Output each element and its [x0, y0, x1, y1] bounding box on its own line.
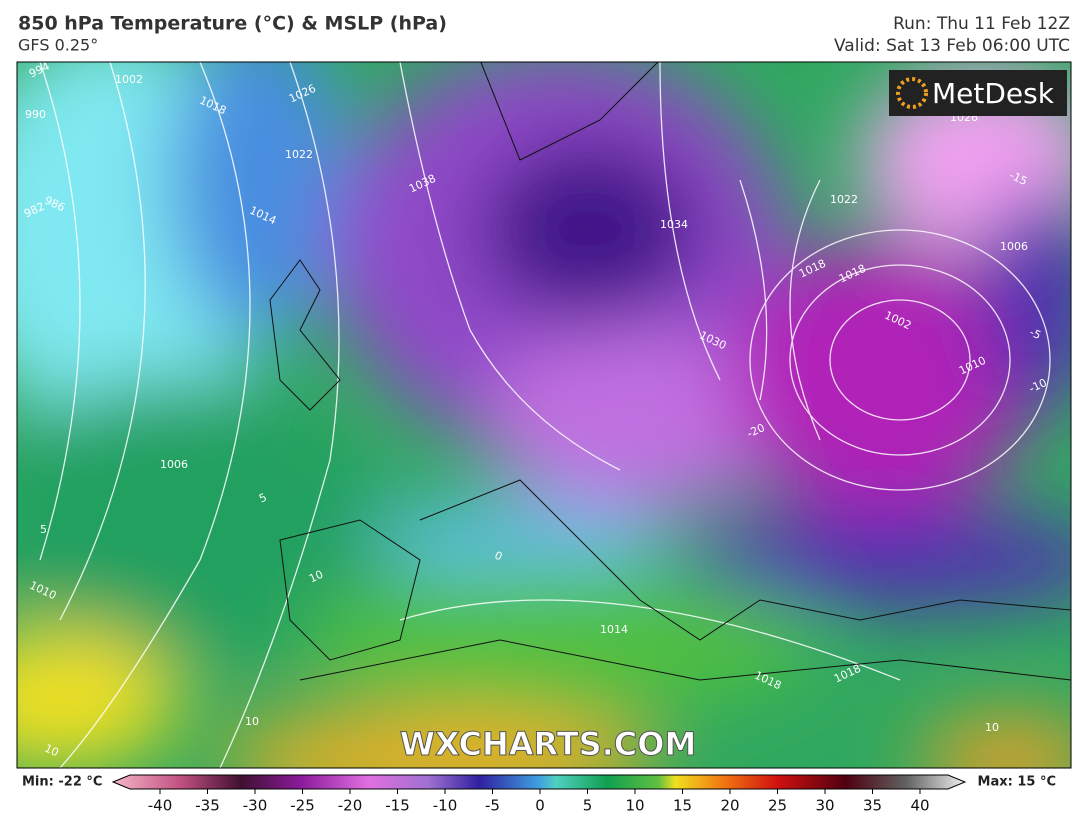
isobar-label: 990 [25, 108, 46, 121]
tick-label: 0 [535, 797, 545, 815]
tick-label: 40 [910, 797, 929, 815]
isobar-label: -5 [1027, 326, 1042, 342]
logo: MetDesk [932, 77, 1055, 110]
tick-label: -15 [385, 797, 410, 815]
max-label: Max: 15 °C [978, 775, 1056, 790]
tick-label: -10 [433, 797, 458, 815]
tick-label: -5 [485, 797, 500, 815]
tick-label: -40 [148, 797, 173, 815]
isobar-label: 10 [245, 715, 259, 728]
valid: Valid: Sat 13 Feb 06:00 UTC [834, 36, 1070, 56]
isobar-label: 1014 [600, 623, 628, 636]
isobar-label: 5 [257, 491, 269, 506]
tick-label: 35 [863, 797, 882, 815]
tick-label: -20 [338, 797, 363, 815]
temperature-field [17, 62, 1071, 768]
isobar-label: 1022 [285, 148, 313, 161]
map-frame [16, 61, 1072, 769]
min-label: Min: -22 °C [22, 775, 102, 790]
tick-label: -35 [195, 797, 220, 815]
isobar-label: 0 [492, 549, 504, 564]
isobar-label: 10 [307, 568, 325, 586]
isobars [39, 62, 1051, 768]
tick-label: 20 [720, 797, 739, 815]
run: Run: Thu 11 Feb 12Z [893, 14, 1070, 34]
isobar-label: 10 [985, 721, 999, 734]
tick-label: 10 [625, 797, 644, 815]
tick-label: 5 [583, 797, 593, 815]
model: GFS 0.25° [18, 36, 98, 55]
isobar-label: 5 [40, 523, 47, 536]
colorbar [111, 774, 967, 790]
isobar-label: 1006 [160, 458, 188, 471]
tick-label: -30 [243, 797, 268, 815]
watermark: WXCHARTS.COM [400, 725, 697, 763]
tick-label: 30 [815, 797, 834, 815]
isobar-label: 1034 [660, 218, 688, 231]
map: 994 1002101810269909869821022101410381034… [17, 62, 1071, 768]
logo-icon [896, 77, 928, 109]
isobar-label: 1002 [115, 73, 143, 86]
colorbar-ticks: -40 -35 -30 -25 -20 -15 -10 -5 0 5 10 15 20 25 30 35 40 [148, 789, 930, 815]
tick-label: 15 [673, 797, 692, 815]
tick-label: 25 [768, 797, 787, 815]
isobar-label: 1022 [830, 193, 858, 206]
logo-box [889, 70, 1067, 116]
tick-label: -25 [290, 797, 315, 815]
isobar-label: 10 [42, 742, 60, 760]
coastlines [269, 62, 1071, 681]
isobar-label: 1006 [1000, 240, 1028, 253]
title: 850 hPa Temperature (°C) & MSLP (hPa) [18, 13, 447, 35]
